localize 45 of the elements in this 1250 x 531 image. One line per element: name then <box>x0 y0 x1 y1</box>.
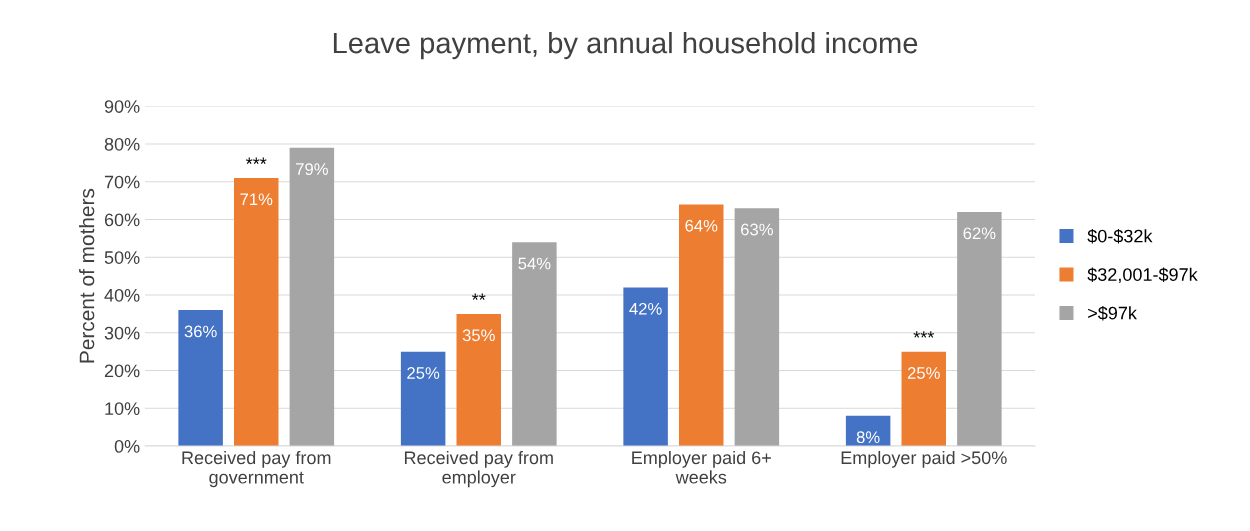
data-label: 25% <box>407 367 440 379</box>
data-label: 35% <box>462 329 495 342</box>
x-tick-label: Received pay from employer <box>404 450 553 488</box>
data-label: 79% <box>296 163 328 175</box>
bar <box>512 242 557 447</box>
bar <box>679 204 724 447</box>
y-tick-label: 80% <box>104 137 140 151</box>
y-tick-label: 50% <box>104 251 140 264</box>
y-axis-title: Percent of mothers <box>79 188 95 363</box>
y-tick-label: 70% <box>104 175 140 189</box>
y-tick-label: 40% <box>104 288 140 302</box>
bar <box>623 287 668 447</box>
data-label: 63% <box>741 223 773 236</box>
data-label: 42% <box>629 302 662 315</box>
legend-label: $0-$32k <box>1087 228 1153 244</box>
x-tick-label: Employer paid 6+ weeks <box>632 450 771 484</box>
y-tick-label: 90% <box>104 100 140 113</box>
y-tick-label: 10% <box>105 402 140 415</box>
y-tick-label: 20% <box>104 364 140 378</box>
bar <box>456 313 501 447</box>
y-tick-label: 60% <box>104 213 140 227</box>
chart-title: Leave payment, by annual household income <box>333 31 918 60</box>
data-label: 54% <box>518 257 551 270</box>
x-tick-label: Employer paid >50% <box>841 450 1007 468</box>
bar <box>289 147 335 447</box>
data-label: 8% <box>856 431 880 444</box>
data-label: 71% <box>240 193 273 206</box>
data-label: 62% <box>963 227 996 240</box>
y-tick-label: 30% <box>104 326 140 340</box>
legend-label: >$97k <box>1088 305 1137 321</box>
legend-label: $32,001-$97k <box>1087 267 1198 284</box>
bar <box>734 208 780 447</box>
bar <box>178 310 223 447</box>
bar <box>901 351 946 447</box>
bar <box>400 351 446 447</box>
annotation: *** <box>246 157 267 164</box>
x-tick-label: Received pay from government <box>182 450 331 488</box>
y-tick-label: 0% <box>114 439 140 453</box>
data-label: 64% <box>685 219 718 232</box>
annotation: *** <box>913 331 935 338</box>
data-label: 25% <box>907 367 940 379</box>
bar <box>234 177 279 447</box>
data-label: 36% <box>184 325 217 338</box>
annotation: ** <box>472 293 486 300</box>
bar <box>957 211 1002 447</box>
